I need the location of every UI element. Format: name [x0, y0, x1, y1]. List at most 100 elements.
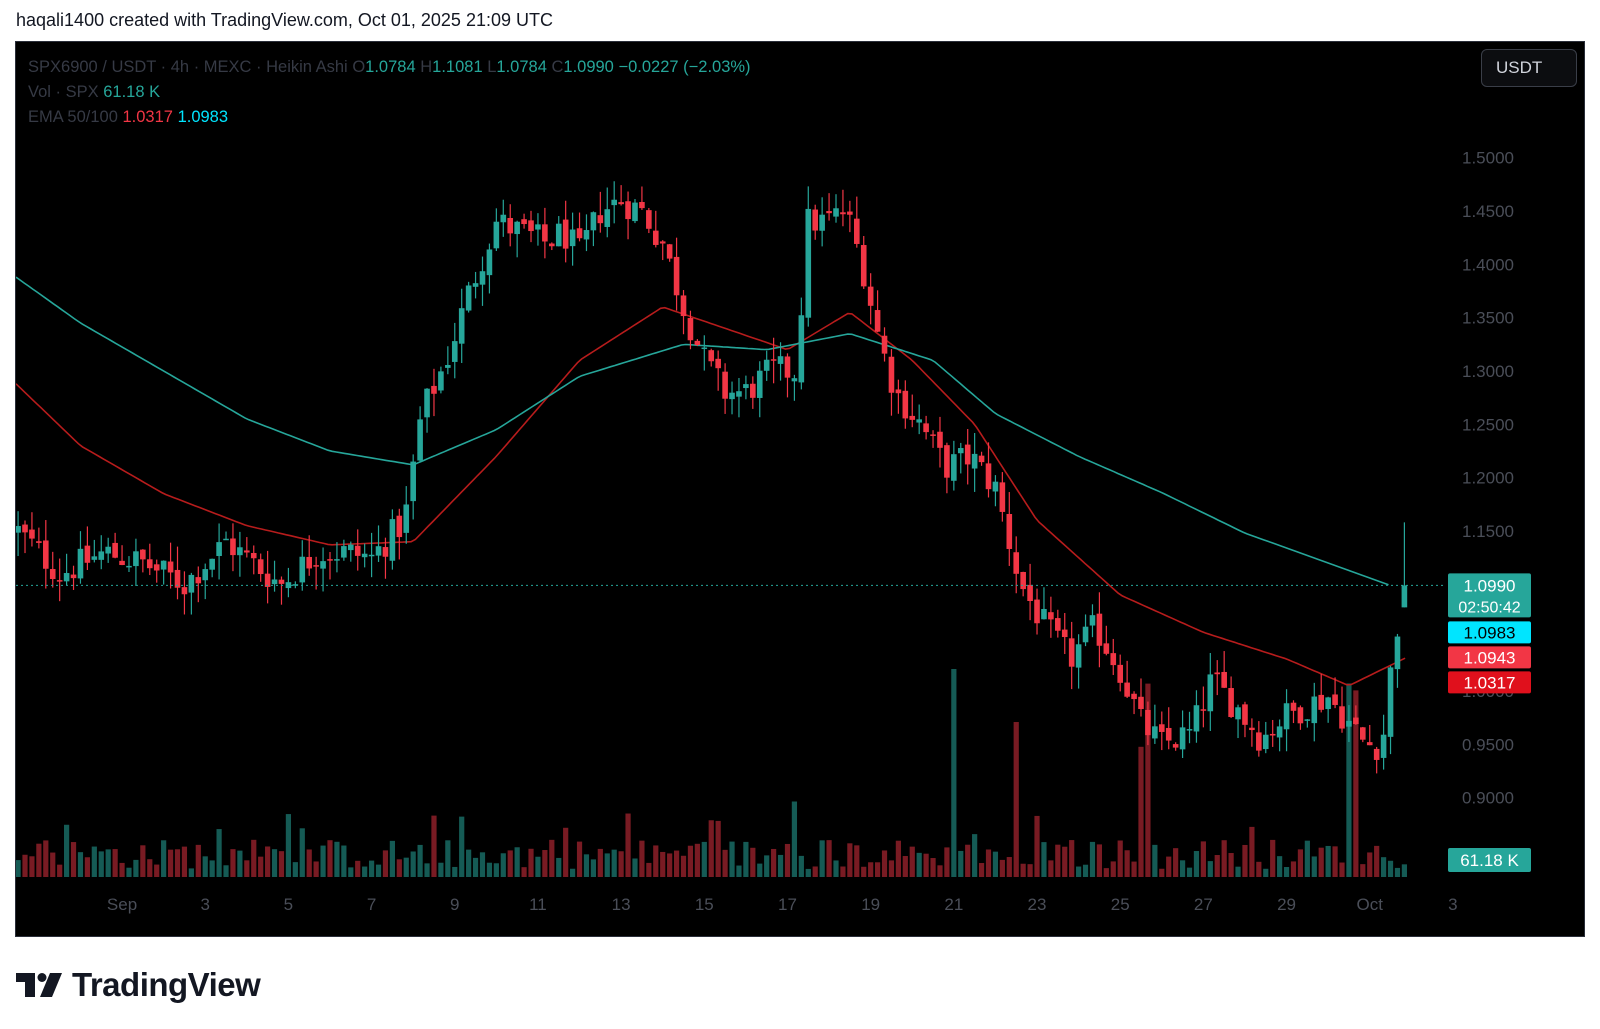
- tradingview-logo-icon: [16, 973, 62, 997]
- volume-bar: [1318, 847, 1324, 877]
- candle-body: [278, 579, 285, 584]
- candle-body: [964, 444, 971, 465]
- candle-body: [1373, 748, 1380, 760]
- candle-body: [160, 560, 167, 570]
- price-badge-value: 1.0317: [1464, 673, 1516, 692]
- volume-bar: [687, 845, 694, 877]
- candle-body: [1013, 552, 1020, 574]
- candle-body: [375, 546, 382, 556]
- volume-bar: [147, 859, 153, 877]
- x-tick-label: 29: [1277, 895, 1296, 914]
- chart-panel[interactable]: 1.5000 1.4500 1.4000 1.3500 1.3000 1.2500 1.20…: [15, 41, 1585, 937]
- volume-bar: [174, 849, 181, 877]
- price-badge-value: 1.0983: [1464, 623, 1516, 642]
- volume-bar: [777, 854, 784, 877]
- x-tick-label: 19: [861, 895, 880, 914]
- candle-body: [334, 559, 340, 561]
- open-value: 1.0784: [365, 58, 416, 76]
- last-price-badge: [1448, 573, 1531, 618]
- candle-body: [853, 218, 860, 244]
- candle-body: [313, 565, 319, 567]
- volume-bar: [216, 829, 222, 877]
- candle-body: [805, 208, 812, 318]
- volume-bar: [445, 840, 451, 877]
- volume-bar: [583, 854, 590, 877]
- candle-body: [146, 559, 153, 569]
- volume-bar: [50, 852, 56, 877]
- candle-body: [292, 584, 299, 586]
- candle-body: [1262, 734, 1269, 750]
- volume-label[interactable]: Vol · SPX: [28, 83, 99, 101]
- volume-bar: [348, 867, 354, 877]
- volume-bar: [535, 856, 541, 877]
- candle-body: [978, 455, 985, 463]
- volume-bar: [292, 862, 298, 877]
- candle-body: [22, 524, 28, 533]
- candle-body: [1318, 694, 1325, 710]
- ema100-line: [16, 276, 1389, 586]
- candle-body: [1346, 720, 1352, 727]
- volume-bar: [459, 816, 465, 877]
- y-tick-label: 0.9500: [1462, 735, 1514, 754]
- volume-bar: [1179, 860, 1186, 877]
- ema-label[interactable]: EMA 50/100: [28, 108, 118, 126]
- candle-body: [1055, 618, 1061, 631]
- candle-body: [743, 384, 749, 389]
- volume-bar: [729, 841, 735, 877]
- candle-body: [1048, 612, 1054, 620]
- candle-body: [1366, 742, 1373, 746]
- volume-bar: [507, 850, 513, 877]
- y-tick-label: 1.1500: [1462, 522, 1514, 541]
- volume-bar: [514, 847, 520, 877]
- volume-bar: [1138, 746, 1144, 877]
- low-label: L: [487, 58, 497, 76]
- candle-body: [1152, 726, 1158, 739]
- volume-bar: [798, 855, 804, 877]
- volume-bar: [1332, 846, 1338, 877]
- volume-bar: [403, 857, 409, 877]
- candle-body: [833, 208, 839, 217]
- candle-body: [1200, 709, 1207, 711]
- candle-body: [1006, 514, 1013, 549]
- candle-body: [867, 286, 874, 306]
- candle-body: [431, 385, 437, 394]
- volume-bar: [396, 859, 402, 877]
- candle-body: [1360, 727, 1366, 740]
- candle-body: [549, 243, 555, 247]
- candle-body: [604, 209, 611, 227]
- volume-bar: [1131, 861, 1137, 877]
- candle-body: [396, 515, 403, 538]
- volume-bar: [1228, 853, 1234, 877]
- volume-bar: [77, 852, 84, 877]
- candle-body: [1353, 717, 1359, 725]
- candle-body: [826, 211, 832, 214]
- volume-bar: [258, 856, 264, 877]
- volume-bar: [382, 850, 389, 877]
- candle-body: [140, 549, 146, 560]
- price-chart[interactable]: 1.5000 1.4500 1.4000 1.3500 1.3000 1.2500 1.20…: [16, 42, 1585, 937]
- candle-body: [493, 221, 500, 249]
- candle-body: [56, 580, 63, 582]
- volume-bar: [819, 840, 825, 877]
- price-badge: [1448, 621, 1531, 644]
- volume-bar: [1159, 868, 1165, 877]
- volume-bar: [313, 861, 319, 877]
- symbol-label[interactable]: SPX6900 / USDT · 4h · MEXC · Heikin Ashi: [28, 58, 348, 76]
- tradingview-logo[interactable]: TradingView: [16, 966, 261, 1004]
- candle-body: [583, 230, 590, 240]
- candle-body: [1041, 608, 1047, 620]
- volume-bar: [1041, 842, 1047, 877]
- volume-bar: [1006, 857, 1012, 877]
- volume-bar: [923, 853, 929, 877]
- candle-body: [403, 504, 410, 533]
- volume-bar: [1235, 866, 1241, 877]
- currency-button[interactable]: USDT: [1481, 49, 1577, 87]
- volume-bar: [1360, 864, 1366, 877]
- candle-body: [368, 554, 375, 557]
- candle-body: [438, 371, 444, 391]
- candle-body: [181, 587, 188, 595]
- candle-body: [736, 391, 742, 397]
- volume-bar: [1069, 840, 1075, 877]
- volume-bar: [840, 866, 846, 877]
- candle-body: [479, 271, 486, 285]
